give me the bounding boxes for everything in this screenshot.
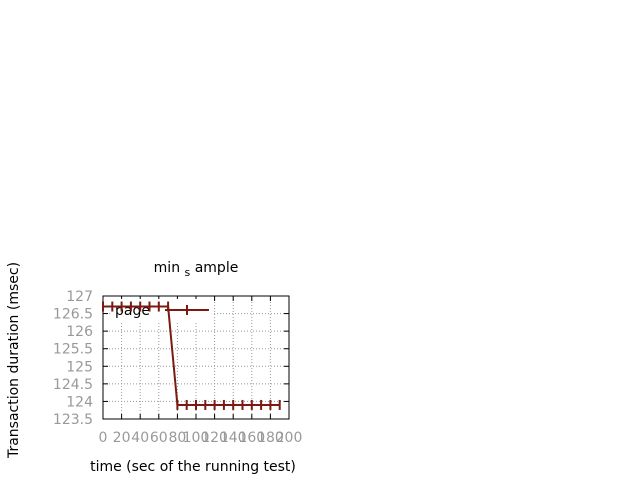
x-tick-label: 0 [99, 430, 108, 446]
x-tick-label: 80 [168, 430, 186, 446]
title-main: min [154, 260, 180, 276]
y-tick-label: 126.5 [53, 307, 93, 323]
x-tick-label: 200 [276, 430, 303, 446]
x-tick-label: 40 [131, 430, 149, 446]
x-tick-label: 100 [183, 430, 210, 446]
legend: page [112, 299, 212, 321]
x-axis-label: time (sec of the running test) [90, 459, 296, 475]
series-page [102, 301, 281, 410]
legend-label: page [115, 303, 150, 319]
y-axis-label: Transaction duration (msec) [6, 262, 22, 459]
x-tick-label: 140 [220, 430, 247, 446]
y-tick-label: 126 [66, 324, 93, 340]
x-tick-label: 60 [150, 430, 168, 446]
x-tick-label: 120 [201, 430, 228, 446]
x-tick-label: 160 [238, 430, 265, 446]
title-rest: ample [195, 260, 239, 276]
chart-title: min s ample [154, 260, 239, 280]
y-tick-label: 123.5 [53, 412, 93, 428]
legend-background [112, 299, 212, 321]
series-line [103, 305, 280, 406]
y-tick-label: 125 [66, 359, 93, 375]
x-tick-label: 20 [113, 430, 131, 446]
x-tick-label: 180 [257, 430, 284, 446]
y-tick-label: 124 [66, 394, 93, 410]
y-tick-label: 127 [66, 289, 93, 305]
y-tick-label: 124.5 [53, 377, 93, 393]
title-subscript: s [185, 266, 191, 279]
y-tick-label: 125.5 [53, 342, 93, 358]
